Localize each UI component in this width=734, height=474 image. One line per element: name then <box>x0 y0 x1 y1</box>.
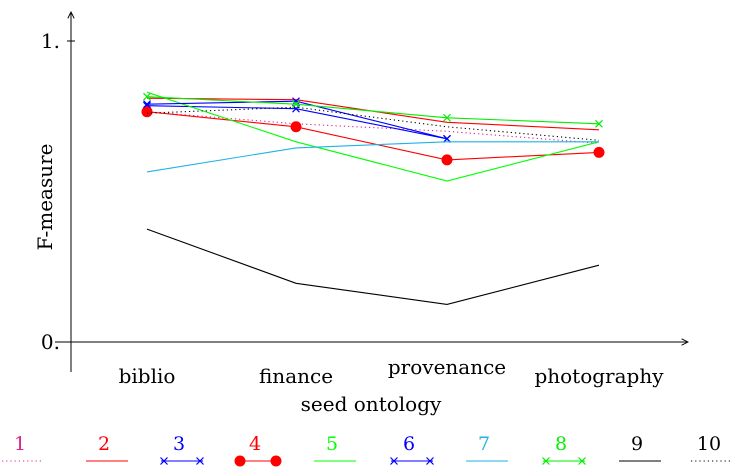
data-point-4 <box>593 146 605 158</box>
series-line-5 <box>146 91 600 182</box>
legend-marker <box>578 457 586 465</box>
legend-label: 5 <box>326 433 338 455</box>
x-tick-label: provenance <box>388 355 506 379</box>
legend-item-4: 4 <box>234 433 282 467</box>
legend-item-9: 9 <box>619 433 661 462</box>
legend-item-3: 3 <box>160 433 204 465</box>
legend-item-8: 8 <box>542 433 586 465</box>
series-line-4 <box>146 111 600 161</box>
legend-marker <box>270 455 282 467</box>
legend-marker <box>234 455 246 467</box>
series-5 <box>146 91 600 182</box>
legend-item-1: 1 <box>2 433 44 462</box>
series-9 <box>146 228 600 305</box>
legend-label: 4 <box>249 433 261 455</box>
series-line-9 <box>146 228 600 305</box>
data-point-4 <box>441 154 453 166</box>
series-8 <box>143 92 603 128</box>
y-tick-label: 1. <box>41 29 60 53</box>
legend-item-5: 5 <box>314 433 356 462</box>
legend-label: 10 <box>697 433 721 455</box>
series-4 <box>141 106 605 166</box>
y-axis-title: F-measure <box>33 143 57 250</box>
legend-item-2: 2 <box>86 433 128 462</box>
data-point-6 <box>443 134 451 143</box>
legend-label: 9 <box>631 433 643 455</box>
series-line-1 <box>146 111 600 144</box>
x-axis-title: seed ontology <box>301 392 442 416</box>
series-line-8 <box>146 96 600 125</box>
x-tick-label: photography <box>534 364 664 388</box>
legend-label: 7 <box>478 433 490 455</box>
data-point-8 <box>292 100 300 109</box>
legend-marker <box>542 457 550 465</box>
y-tick-label: 0. <box>41 330 60 354</box>
series-7 <box>146 141 599 173</box>
series-6 <box>143 97 451 143</box>
legend-marker <box>426 457 434 465</box>
data-point-6 <box>143 100 151 109</box>
legend-label: 2 <box>98 433 110 455</box>
data-point-8 <box>443 113 451 122</box>
x-tick-label: biblio <box>119 364 176 388</box>
legend-item-10: 10 <box>691 433 733 462</box>
legend-label: 6 <box>403 433 415 455</box>
data-point-4 <box>290 121 302 133</box>
legend-marker <box>160 457 168 465</box>
data-point-8 <box>143 92 151 101</box>
legend-marker <box>196 457 204 465</box>
legend-item-7: 7 <box>466 433 508 462</box>
legend-label: 1 <box>14 433 26 455</box>
legend-item-6: 6 <box>390 433 434 465</box>
data-point-8 <box>595 119 603 128</box>
legend-label: 8 <box>555 433 567 455</box>
data-point-4 <box>141 106 153 118</box>
legend-label: 3 <box>173 433 185 455</box>
series-line-7 <box>146 141 599 173</box>
legend-marker <box>390 457 398 465</box>
x-tick-label: finance <box>259 364 333 388</box>
series-1 <box>146 111 600 144</box>
